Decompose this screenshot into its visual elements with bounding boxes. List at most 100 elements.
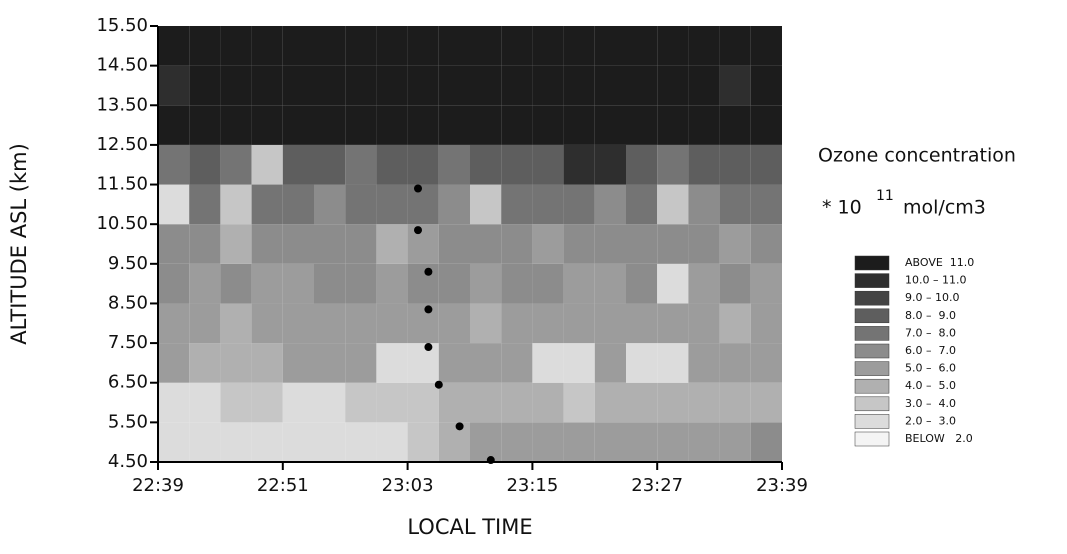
contour-cell (283, 343, 314, 383)
contour-cell (439, 343, 470, 383)
contour-cell (657, 383, 688, 423)
legend-label: 7.0 – 8.0 (905, 326, 956, 339)
legend-swatch (855, 291, 889, 305)
contour-cell (345, 383, 376, 423)
contour-cell (345, 105, 376, 145)
y-tick-label: 12.50 (96, 134, 148, 155)
contour-cell (595, 66, 626, 106)
contour-cell (408, 422, 439, 462)
contour-cell (626, 26, 657, 66)
contour-cell (626, 66, 657, 106)
contour-cell (470, 303, 501, 343)
contour-cell (532, 343, 563, 383)
contour-cell (439, 224, 470, 264)
contour-cell (158, 264, 189, 304)
contour-cell (595, 105, 626, 145)
contour-cell (595, 26, 626, 66)
contour-cell (376, 303, 407, 343)
sonde-point (424, 305, 432, 313)
legend-label: 10.0 – 11.0 (905, 274, 966, 287)
y-tick-label: 15.50 (96, 15, 148, 36)
y-tick-label: 10.50 (96, 213, 148, 234)
contour-cell (376, 343, 407, 383)
contour-cell (751, 303, 782, 343)
contour-cell (345, 185, 376, 225)
contour-cell (470, 383, 501, 423)
contour-cell (688, 303, 719, 343)
contour-cell (470, 422, 501, 462)
contour-cell (501, 383, 532, 423)
contour-cell (657, 343, 688, 383)
contour-cell (501, 105, 532, 145)
contour-cell (252, 343, 283, 383)
contour-cell (158, 26, 189, 66)
contour-cell (345, 66, 376, 106)
contour-cell (564, 145, 595, 185)
contour-cell (720, 26, 751, 66)
y-tick-label: 9.50 (108, 253, 148, 274)
contour-cell (376, 145, 407, 185)
contour-cell (501, 224, 532, 264)
contour-cell (158, 422, 189, 462)
contour-cell (595, 145, 626, 185)
y-axis-title: ALTITUDE ASL (km) (7, 143, 31, 345)
y-tick-label: 13.50 (96, 94, 148, 115)
contour-cell (626, 105, 657, 145)
contour-cell (376, 383, 407, 423)
contour-cell (314, 224, 345, 264)
contour-cell (189, 422, 220, 462)
contour-cell (720, 383, 751, 423)
contour-cell (408, 383, 439, 423)
contour-cell (220, 26, 251, 66)
y-tick-label: 11.50 (96, 174, 148, 195)
legend-label: 9.0 – 10.0 (905, 291, 959, 304)
contour-cell (564, 303, 595, 343)
contour-cell (283, 303, 314, 343)
contour-cell (220, 303, 251, 343)
contour-cell (376, 224, 407, 264)
contour-cell (314, 105, 345, 145)
contour-cell (720, 303, 751, 343)
contour-cell (532, 264, 563, 304)
legend-label: BELOW 2.0 (905, 432, 973, 445)
contour-cell (283, 185, 314, 225)
contour-cell (501, 422, 532, 462)
contour-cell (345, 264, 376, 304)
contour-cell (720, 343, 751, 383)
contour-cell (688, 343, 719, 383)
contour-cell (564, 185, 595, 225)
contour-cell (564, 264, 595, 304)
contour-cell (626, 224, 657, 264)
contour-cell (252, 185, 283, 225)
contour-cell (501, 303, 532, 343)
contour-cell (688, 26, 719, 66)
legend-swatch (855, 414, 889, 428)
y-tick-label: 4.50 (108, 451, 148, 472)
contour-cell (470, 343, 501, 383)
contour-cell (720, 422, 751, 462)
chart: ALTITUDE ASL (km) LOCAL TIME Ozone conce… (0, 0, 1067, 554)
contour-cell (439, 264, 470, 304)
contour-cell (751, 264, 782, 304)
contour-cell (688, 185, 719, 225)
y-tick-label: 14.50 (96, 55, 148, 76)
contour-cell (345, 422, 376, 462)
contour-cell (595, 264, 626, 304)
contour-cell (252, 26, 283, 66)
contour-cell (626, 145, 657, 185)
contour-cell (595, 185, 626, 225)
contour-cell (345, 224, 376, 264)
contour-cell (408, 343, 439, 383)
contour-cell (470, 185, 501, 225)
contour-cell (158, 224, 189, 264)
contour-cell (564, 224, 595, 264)
contour-cell (252, 66, 283, 106)
contour-cell (408, 224, 439, 264)
legend-label: 2.0 – 3.0 (905, 414, 956, 427)
contour-cell (532, 105, 563, 145)
contour-cell (626, 185, 657, 225)
contour-cell (439, 145, 470, 185)
contour-cell (189, 26, 220, 66)
contour-cell (314, 145, 345, 185)
contour-cell (283, 66, 314, 106)
